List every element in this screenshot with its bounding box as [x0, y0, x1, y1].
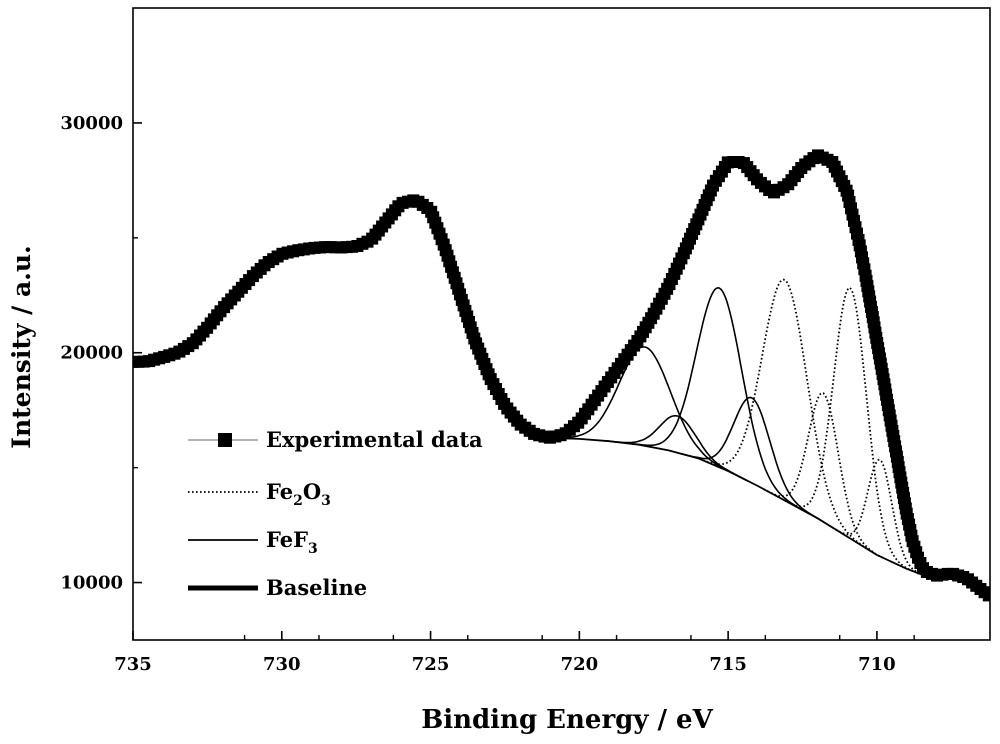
x-tick-label: 730: [263, 654, 301, 675]
x-tick-label: 725: [412, 654, 450, 675]
legend-label-2: Fe2O3: [266, 479, 331, 509]
fef3-peak-1: [549, 346, 747, 481]
x-tick-label: 715: [709, 654, 747, 675]
baseline-layer: [549, 436, 922, 576]
legend-label-1: Experimental data: [266, 427, 483, 452]
legend: Experimental data Fe2O3 FeF3 Baseline: [188, 427, 483, 600]
x-axis-title: Binding Energy / eV: [421, 705, 713, 735]
fe2o3-peak-7: [784, 286, 916, 573]
ticks-layer: 735 730 725 720 715 710 10000 20000 30000: [60, 113, 915, 675]
plot-frame: [132, 7, 991, 641]
experimental-layer: [133, 149, 990, 602]
curves-layer: [549, 278, 922, 576]
y-tick-label: 20000: [60, 343, 123, 364]
x-tick-label: 735: [114, 654, 152, 675]
legend-label-4: Baseline: [266, 575, 367, 600]
legend-marker-experimental: [218, 433, 232, 447]
fef3-peak-3: [629, 286, 809, 515]
baseline-line: [549, 436, 922, 576]
legend-label-3: FeF3: [266, 527, 318, 557]
x-tick-label: 720: [561, 654, 599, 675]
y-tick-label: 10000: [60, 573, 123, 594]
fe2o3-peak-6: [763, 391, 884, 559]
fef3-peak-2: [606, 414, 750, 483]
y-axis-title: Intensity / a.u.: [7, 245, 36, 448]
data-point: [982, 589, 990, 602]
y-tick-label: 30000: [60, 113, 123, 134]
fe2o3-peak-8: [831, 458, 922, 576]
x-tick-label: 710: [858, 654, 896, 675]
